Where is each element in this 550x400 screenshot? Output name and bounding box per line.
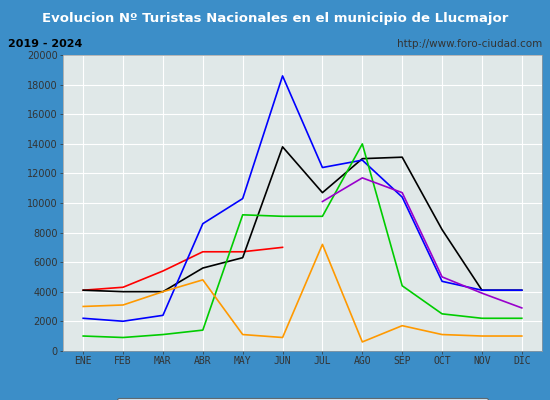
Legend: 2024, 2023, 2022, 2021, 2020, 2019: 2024, 2023, 2022, 2021, 2020, 2019: [117, 398, 488, 400]
Text: Evolucion Nº Turistas Nacionales en el municipio de Llucmajor: Evolucion Nº Turistas Nacionales en el m…: [42, 12, 508, 25]
Text: 2019 - 2024: 2019 - 2024: [8, 39, 82, 49]
Text: http://www.foro-ciudad.com: http://www.foro-ciudad.com: [397, 39, 542, 49]
